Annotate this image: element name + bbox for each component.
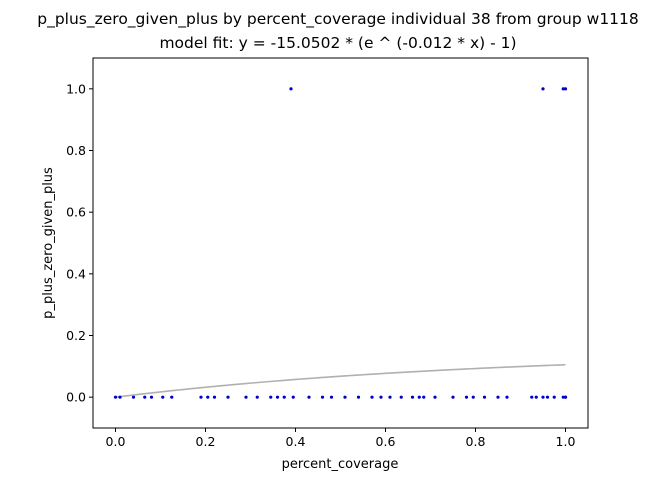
x-tick-label: 0.8 — [466, 434, 486, 449]
data-point — [149, 395, 154, 399]
data-point — [282, 395, 286, 399]
data-point — [291, 395, 295, 399]
data-point — [464, 395, 469, 399]
x-axis-label: percent_coverage — [282, 457, 399, 472]
x-axis-ticks: 0.0 0.2 0.4 0.6 0.8 1.0 — [106, 428, 576, 449]
data-point — [244, 395, 248, 399]
data-point — [289, 87, 293, 91]
y-tick-label: 0.0 — [66, 390, 86, 405]
data-point — [545, 395, 550, 399]
x-tick-label: 0.6 — [376, 434, 396, 449]
data-point — [199, 395, 203, 399]
data-point — [530, 395, 534, 399]
data-point — [370, 395, 374, 399]
data-point — [206, 395, 210, 399]
x-tick-label: 0.0 — [106, 434, 126, 449]
data-point — [563, 395, 568, 399]
x-tick-label: 1.0 — [556, 434, 576, 449]
data-point — [417, 395, 421, 399]
data-point — [451, 395, 455, 399]
data-point — [471, 395, 475, 399]
y-tick-label: 0.8 — [66, 143, 86, 158]
data-point — [388, 395, 392, 399]
plot-area — [93, 58, 588, 428]
plot-frame — [92, 57, 589, 429]
data-point — [541, 87, 545, 91]
data-point — [343, 395, 347, 399]
y-tick-label: 0.4 — [66, 266, 86, 281]
fit-layer — [115, 363, 566, 398]
chart-title: p_plus_zero_given_plus by percent_covera… — [37, 10, 639, 29]
data-point — [534, 395, 538, 399]
data-point — [422, 395, 426, 399]
data-point — [255, 395, 259, 399]
y-axis-ticks: 0.0 0.2 0.4 0.6 0.8 1.0 — [66, 81, 93, 405]
y-tick-label: 1.0 — [66, 81, 86, 96]
data-point — [563, 87, 568, 91]
data-point — [320, 395, 325, 399]
data-point — [226, 395, 230, 399]
data-point — [433, 395, 437, 399]
data-point — [307, 395, 311, 399]
fit-line — [115, 363, 566, 398]
data-point — [561, 87, 565, 91]
x-tick-label: 0.2 — [196, 434, 216, 449]
data-point — [143, 395, 147, 399]
data-point — [131, 395, 136, 399]
x-tick-label: 0.4 — [286, 434, 306, 449]
data-point — [170, 395, 174, 399]
data-point — [379, 395, 383, 399]
points-layer — [113, 87, 568, 399]
data-point — [482, 395, 487, 399]
data-point — [113, 395, 118, 399]
data-point — [118, 395, 122, 399]
data-point — [496, 395, 500, 399]
data-point — [356, 395, 361, 399]
data-point — [269, 395, 273, 399]
data-point — [399, 395, 403, 399]
data-point — [541, 395, 545, 399]
y-tick-label: 0.6 — [66, 205, 86, 220]
data-point — [552, 395, 556, 399]
data-point — [410, 395, 415, 399]
data-point — [275, 395, 280, 399]
data-point — [161, 395, 165, 399]
chart-subtitle: model fit: y = -15.0502 * (e ^ (-0.012 *… — [159, 34, 516, 52]
data-point — [561, 395, 565, 399]
data-point — [329, 395, 334, 399]
y-tick-label: 0.2 — [66, 328, 86, 343]
data-point — [212, 395, 217, 399]
y-axis-label: p_plus_zero_given_plus — [41, 167, 56, 319]
data-point — [505, 395, 509, 399]
